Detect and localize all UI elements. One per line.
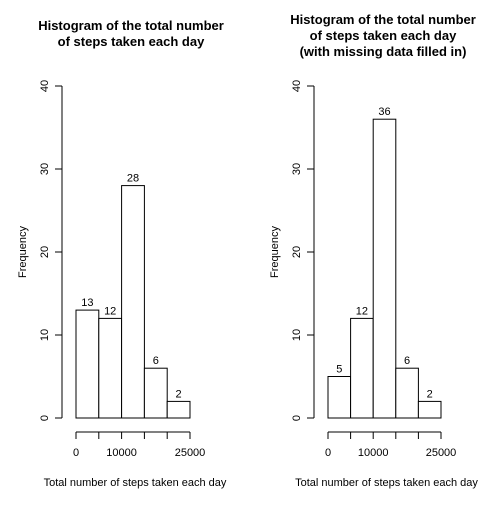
y-tick-label: 30 [39, 163, 51, 175]
x-axis-label: Total number of steps taken each day [295, 477, 478, 489]
x-tick-label: 10000 [106, 447, 137, 459]
y-tick-label: 30 [291, 163, 303, 175]
y-axis-label: Frequency [269, 226, 281, 278]
histogram-bar [143, 367, 168, 419]
bar-count-label: 28 [127, 173, 139, 185]
x-tick-label: 0 [325, 447, 331, 459]
histogram-bar [350, 317, 374, 419]
bar-count-label: 6 [404, 355, 410, 367]
y-tick-label: 10 [39, 329, 51, 341]
bar-count-label: 36 [378, 106, 390, 118]
x-tick-label: 25000 [426, 447, 457, 459]
y-tick-label: 0 [291, 415, 303, 421]
bar-count-label: 2 [427, 388, 433, 400]
y-tick-label: 20 [291, 246, 303, 258]
bar-count-label: 12 [356, 305, 368, 317]
bar-count-label: 12 [104, 305, 116, 317]
histogram-bar [395, 367, 419, 419]
chart-title-line: Histogram of the total number [38, 18, 224, 33]
y-axis-label: Frequency [17, 226, 29, 278]
bar-count-label: 5 [336, 364, 342, 376]
histogram-bar [327, 376, 352, 419]
x-tick-label: 10000 [358, 447, 389, 459]
y-tick-label: 0 [39, 415, 51, 421]
histogram-bar [417, 400, 442, 419]
histogram-bar [98, 317, 123, 419]
histogram-bar [166, 400, 191, 419]
chart-title-line: (with missing data filled in) [300, 44, 467, 59]
bar-count-label: 13 [81, 297, 93, 309]
chart-title-line: of steps taken each day [310, 28, 457, 43]
histogram-bar [372, 118, 397, 419]
y-tick-label: 20 [39, 246, 51, 258]
histogram-bar [121, 185, 145, 419]
chart-title-line: Histogram of the total number [290, 12, 476, 27]
y-tick-label: 40 [39, 80, 51, 92]
bar-count-label: 6 [153, 355, 159, 367]
histogram-bar [75, 309, 100, 419]
x-tick-label: 25000 [175, 447, 206, 459]
y-tick-label: 10 [291, 329, 303, 341]
bar-count-label: 2 [176, 388, 182, 400]
x-axis-label: Total number of steps taken each day [44, 477, 227, 489]
chart-title-line: of steps taken each day [58, 34, 205, 49]
x-tick-label: 0 [73, 447, 79, 459]
y-tick-label: 40 [291, 80, 303, 92]
